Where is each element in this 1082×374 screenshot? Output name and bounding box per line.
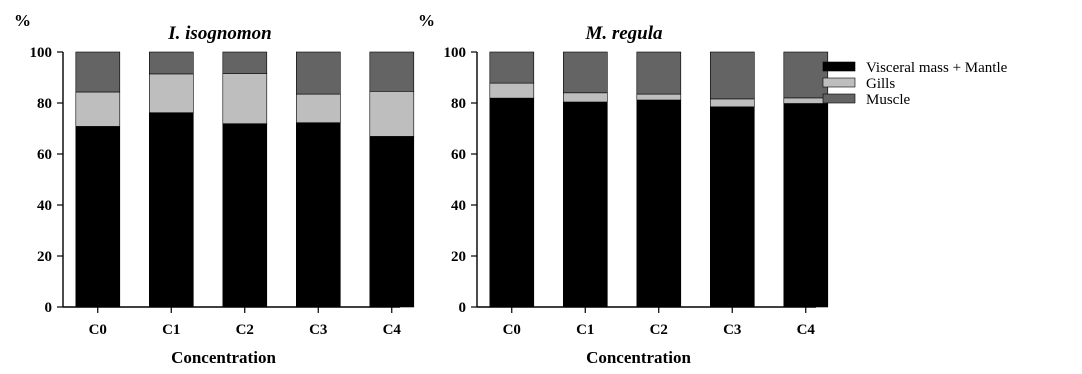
x-tick-label-c1: C1 [162,322,180,338]
bar-c0-muscle [489,51,535,84]
bar-c2-muscle [636,51,682,95]
legend-swatch-muscle [822,93,856,104]
y-tick-label-80: 80 [451,96,466,112]
bar-c0-gills [75,91,121,127]
y-tick-label-60: 60 [37,147,52,163]
x-tick-label-c4: C4 [383,322,402,338]
legend-label-visceral-mass-mantle: Visceral mass + Mantle [866,60,1008,76]
legend-swatch-gills [822,77,856,88]
bar-c2-visceral-mass-mantle [222,123,268,308]
x-tick-label-c0: C0 [89,322,107,338]
x-tick-label-c4: C4 [797,322,816,338]
legend-swatch-visceral-mass-mantle [822,61,856,72]
bar-c0-visceral-mass-mantle [489,97,535,308]
x-tick-label-c3: C3 [723,322,741,338]
y-tick-label-40: 40 [37,198,52,214]
y-tick-label-60: 60 [451,147,466,163]
bar-c1-visceral-mass-mantle [149,112,194,308]
bar-c3-gills [709,98,755,108]
bar-c4-visceral-mass-mantle [369,136,415,308]
bar-c1-gills [149,73,194,114]
y-tick-label-40: 40 [451,198,466,214]
y-unit-label: % [14,11,31,30]
bar-c3-visceral-mass-mantle [295,122,341,308]
bar-c3-visceral-mass-mantle [709,106,755,308]
x-axis-title: Concentration [171,348,276,367]
x-axis-title: Concentration [586,348,691,367]
y-tick-label-100: 100 [444,45,467,61]
x-tick-label-c0: C0 [503,322,521,338]
bar-c1-gills [562,92,608,103]
bar-c2-muscle [222,51,268,75]
y-tick-label-0: 0 [45,300,53,316]
bar-c4-gills [369,91,415,137]
bar-c4-muscle [369,51,415,92]
bar-c0-visceral-mass-mantle [75,126,121,308]
x-tick-label-c2: C2 [236,322,254,338]
y-tick-label-0: 0 [459,300,467,316]
bar-c2-gills [636,93,682,101]
bar-c2-visceral-mass-mantle [636,99,682,308]
y-tick-label-20: 20 [37,249,52,265]
bar-c4-gills [783,97,829,104]
chart-i-isognomon: C0 C1 C2 C3 C4 0 20 40 60 80 100% I. isognomon Conce… [14,11,415,367]
chart-title: M. regula [584,23,663,44]
chart-title: I. isognomon [167,23,271,44]
y-tick-label-80: 80 [37,96,52,112]
bar-c0-gills [489,82,535,99]
x-tick-label-c1: C1 [576,322,594,338]
bar-c4-muscle [783,51,829,99]
y-unit-label: % [418,11,435,30]
bar-c2-gills [222,73,268,124]
bar-c1-muscle [149,51,194,75]
legend-label-muscle: Muscle [866,92,911,108]
y-tick-label-20: 20 [451,249,466,265]
x-tick-label-c2: C2 [650,322,668,338]
y-tick-label-100: 100 [30,45,53,61]
chart-m-regula: C0 C1 C2 C3 C4 0 20 40 60 80 100% M. regula Concentr… [418,11,829,367]
bar-c4-visceral-mass-mantle [783,103,829,308]
bar-c3-muscle [295,51,341,95]
bar-c0-muscle [75,51,121,93]
bar-c1-muscle [562,51,608,94]
bar-c1-visceral-mass-mantle [562,101,608,308]
bar-c3-gills [295,93,341,123]
bar-c3-muscle [709,51,755,100]
legend-label-gills: Gills [866,76,895,92]
x-tick-label-c3: C3 [309,322,327,338]
